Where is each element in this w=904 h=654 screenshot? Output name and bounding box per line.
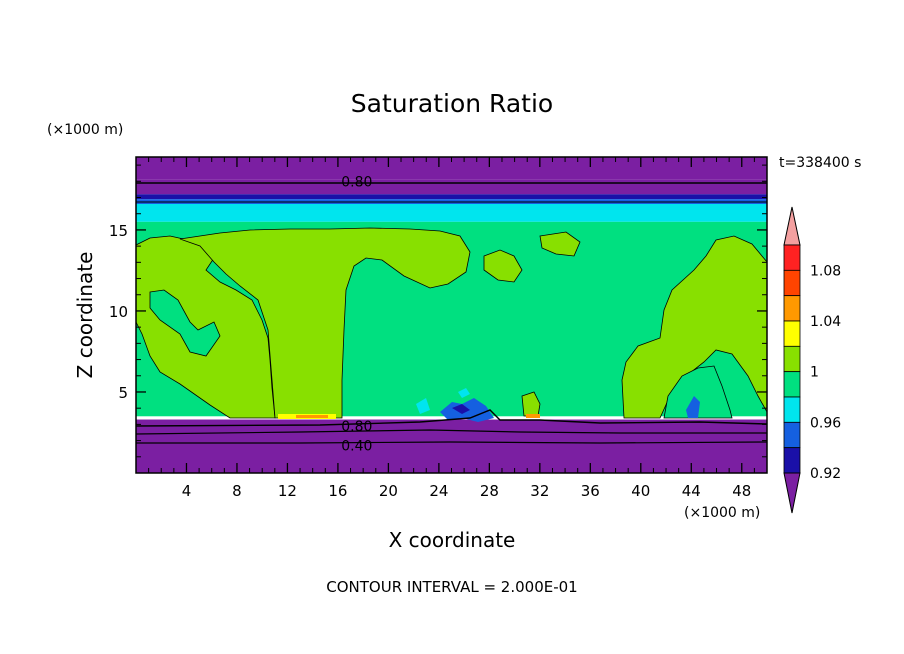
- x-axis-label: X coordinate: [389, 528, 516, 552]
- colorbar-bottom-arrow: [783, 472, 801, 514]
- colorbar-box-2: [783, 295, 801, 322]
- warm-streaks: [278, 414, 540, 419]
- cloud-speckles: [416, 388, 700, 422]
- contour-line-060: [136, 429, 767, 435]
- x-tick-label-12: 12: [278, 482, 297, 500]
- colorbar-label-1.08: 1.08: [810, 263, 841, 279]
- x-tick-label-32: 32: [530, 482, 549, 500]
- cloud-speckle-2: [452, 404, 470, 414]
- y-axis-label: Z coordinate: [73, 252, 97, 379]
- x-tick-label-48: 48: [732, 482, 751, 500]
- band-1: [136, 179, 767, 195]
- band-0: [136, 157, 767, 180]
- x-tick-label-40: 40: [631, 482, 650, 500]
- colorbar-box-6: [783, 396, 801, 423]
- y-tick-label-15: 15: [109, 222, 128, 240]
- cloud-speckle-3: [458, 388, 470, 398]
- contour-label-0: 0.80: [341, 174, 372, 190]
- band-2: [136, 194, 767, 200]
- colorbar-box-1: [783, 269, 801, 297]
- chart-title: Saturation Ratio: [351, 89, 553, 118]
- warm-streak-3: [526, 414, 540, 418]
- band-6: [136, 419, 767, 473]
- x-tick-label-8: 8: [232, 482, 242, 500]
- colorbar-box-8: [783, 447, 801, 474]
- x-tick-label-28: 28: [480, 482, 499, 500]
- colorbar-top-arrow: [783, 206, 801, 246]
- lime-blob-3: [521, 391, 541, 417]
- warm-streak-2: [296, 415, 328, 418]
- green-pocket-left: [149, 289, 221, 357]
- contour-line-040: [136, 441, 767, 444]
- contour-label-1: 0.80: [341, 419, 372, 435]
- colorbar-label-1: 1: [810, 365, 819, 381]
- band-4: [136, 203, 767, 222]
- cloud-speckle-5: [416, 398, 430, 414]
- contour-line-080-low: [136, 409, 767, 427]
- contour-labels: 0.80 0.80 0.40: [341, 174, 372, 454]
- x-tick-label-16: 16: [328, 482, 347, 500]
- lime-region-right: [621, 235, 767, 419]
- lime-blob-2: [539, 231, 581, 257]
- colorbar-box-3: [783, 320, 801, 347]
- lime-region-center: [179, 227, 471, 419]
- colorbar-label-0.92: 0.92: [810, 466, 841, 482]
- time-label: t=338400 s: [779, 155, 861, 171]
- y-tick-label-5: 5: [118, 384, 128, 402]
- colorbar-box-0: [783, 244, 801, 271]
- colorbar-box-5: [783, 371, 801, 398]
- colorbar: 0.92 0.96 1 1.04 1.08: [783, 206, 841, 514]
- x-tick-label-20: 20: [379, 482, 398, 500]
- colorbar-box-7: [783, 421, 801, 449]
- x-tick-label-44: 44: [682, 482, 701, 500]
- lime-blob-1: [483, 249, 523, 283]
- y-tick-label-10: 10: [109, 303, 128, 321]
- x-tick-label-24: 24: [429, 482, 448, 500]
- green-pocket-right: [663, 365, 733, 419]
- colorbar-box-4: [783, 345, 801, 373]
- contour-label-2: 0.40: [341, 438, 372, 454]
- colorbar-label-1.04: 1.04: [810, 314, 841, 330]
- x-tick-label-4: 4: [182, 482, 192, 500]
- x-unit-label: (×1000 m): [684, 505, 760, 521]
- cloud-speckle-4: [686, 396, 700, 418]
- contour-interval-footer: CONTOUR INTERVAL = 2.000E-01: [326, 578, 577, 596]
- plot-field: 0.80 0.80 0.40: [136, 157, 767, 473]
- y-unit-label: (×1000 m): [47, 122, 123, 138]
- x-tick-label-36: 36: [581, 482, 600, 500]
- colorbar-label-0.96: 0.96: [810, 415, 841, 431]
